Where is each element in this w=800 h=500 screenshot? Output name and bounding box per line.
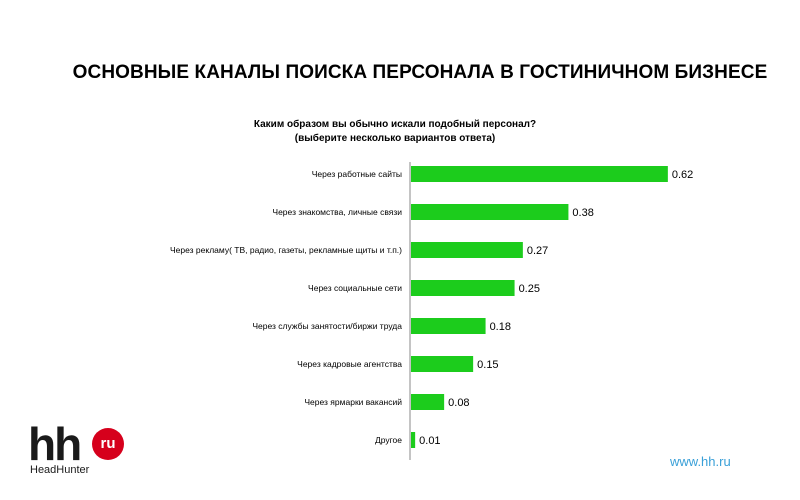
category-label-7: Другое	[375, 435, 402, 445]
category-label-6: Через ярмарки вакансий	[304, 397, 402, 407]
bar-7	[411, 432, 416, 448]
data-label-4: 0.18	[490, 321, 511, 333]
data-label-0: 0.62	[672, 169, 693, 181]
bar-1	[411, 204, 569, 220]
bar-6	[411, 394, 445, 410]
category-label-5: Через кадровые агентства	[297, 359, 402, 369]
category-label-1: Через знакомства, личные связи	[272, 207, 402, 217]
question-line-2: (выберите несколько вариантов ответа)	[294, 133, 496, 144]
bar-4	[411, 318, 486, 334]
category-label-2: Через рекламу( ТВ, радио, газеты, реклам…	[170, 245, 402, 255]
data-label-1: 0.38	[572, 207, 593, 219]
category-label-4: Через службы занятости/биржи труда	[252, 321, 402, 331]
bar-0	[411, 166, 668, 182]
data-label-3: 0.25	[519, 283, 540, 295]
category-label-0: Через работные сайты	[312, 169, 402, 179]
site-url-link[interactable]: www.hh.ru	[670, 454, 731, 469]
data-label-7: 0.01	[419, 435, 440, 447]
logo-hh-text: hh	[28, 418, 82, 470]
hh-logo: hh ru HeadHunter	[28, 418, 138, 480]
bar-5	[411, 356, 474, 372]
logo-subtitle: HeadHunter	[30, 464, 90, 476]
category-label-3: Через социальные сети	[308, 283, 402, 293]
data-label-6: 0.08	[448, 397, 469, 409]
question-line-1: Каким образом вы обычно искали подобный …	[253, 119, 537, 130]
bar-3	[411, 280, 515, 296]
chart-question: Каким образом вы обычно искали подобный …	[200, 118, 590, 146]
page-title: ОСНОВНЫЕ КАНАЛЫ ПОИСКА ПЕРСОНАЛА В ГОСТИ…	[72, 62, 768, 83]
bar-2	[411, 242, 523, 258]
logo-ru-badge	[92, 428, 124, 460]
data-label-5: 0.15	[477, 359, 498, 371]
data-label-2: 0.27	[527, 245, 548, 257]
logo-ru-text: ru	[100, 435, 116, 452]
